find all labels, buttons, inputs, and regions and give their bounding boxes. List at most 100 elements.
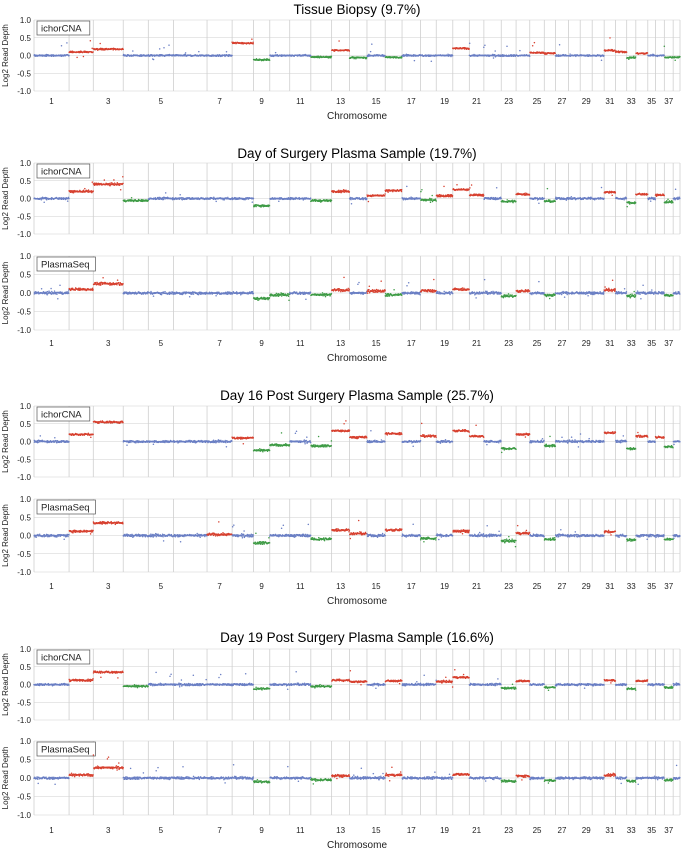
data-point	[674, 59, 676, 61]
data-point	[383, 194, 386, 197]
data-point	[649, 200, 652, 202]
data-point	[152, 58, 155, 61]
data-point	[506, 45, 508, 48]
data-point	[122, 48, 124, 50]
data-point	[188, 296, 191, 298]
data-point	[122, 176, 124, 178]
section-1: Tissue Biopsy (9.7%)1.00.50.0-0.5-1.0Log…	[1, 2, 681, 122]
x-axis-label: Chromosome	[327, 111, 387, 122]
data-point	[401, 56, 403, 59]
data-point	[672, 201, 674, 204]
data-point	[252, 292, 255, 294]
panel-label-box	[36, 20, 91, 36]
section-title: Tissue Biopsy (9.7%)	[293, 2, 420, 17]
y-tick-label: 0.0	[20, 195, 32, 204]
data-point	[406, 185, 408, 188]
data-point	[350, 202, 353, 205]
data-point	[663, 194, 665, 197]
data-point	[600, 186, 603, 189]
data-point	[679, 197, 681, 200]
data-point	[350, 198, 352, 201]
data-point	[515, 200, 517, 203]
data-point	[569, 53, 571, 55]
y-tick-label: -0.5	[17, 69, 31, 78]
data-point	[164, 192, 167, 194]
section-2: Day of Surgery Plasma Sample (19.7%)1.00…	[1, 146, 681, 364]
data-point	[533, 41, 536, 44]
data-point	[251, 38, 253, 40]
data-point	[116, 181, 119, 184]
data-point	[367, 55, 369, 58]
data-point	[231, 54, 233, 57]
data-point	[494, 54, 496, 56]
data-point	[338, 40, 340, 42]
data-point	[181, 293, 184, 296]
data-point	[384, 193, 386, 195]
data-point	[330, 293, 333, 295]
data-point	[511, 199, 514, 202]
data-point	[623, 199, 625, 201]
data-point	[625, 197, 628, 199]
data-point	[84, 187, 86, 190]
x-tick-label: 1	[49, 97, 54, 106]
data-point	[109, 182, 111, 184]
data-point	[91, 181, 94, 183]
data-point	[152, 295, 155, 297]
data-point	[371, 43, 373, 45]
data-point	[179, 194, 181, 196]
data-point	[288, 299, 290, 302]
data-point	[198, 50, 200, 53]
data-point	[663, 54, 665, 56]
x-tick-label: 9	[259, 97, 264, 106]
data-point	[468, 188, 470, 191]
y-tick-label: 0.0	[20, 52, 32, 61]
data-point	[113, 179, 115, 181]
data-point	[500, 197, 502, 200]
data-point	[45, 199, 48, 201]
data-point	[118, 284, 121, 286]
data-point	[482, 194, 485, 197]
y-tick-label: -1.0	[17, 87, 31, 96]
data-point	[348, 288, 351, 290]
data-point	[289, 291, 291, 294]
data-point	[468, 42, 471, 45]
x-tick-label: 27	[558, 97, 567, 106]
data-point	[369, 50, 372, 53]
data-point	[116, 279, 119, 281]
data-point	[57, 297, 59, 300]
data-point	[268, 297, 271, 299]
data-point	[56, 293, 58, 295]
data-point	[43, 201, 45, 204]
data-point	[163, 46, 165, 49]
data-point	[89, 39, 92, 42]
data-point	[611, 194, 613, 196]
data-point	[53, 290, 56, 292]
data-point	[646, 52, 649, 54]
data-point	[679, 55, 681, 58]
data-point	[674, 188, 677, 190]
y-tick-label: -1.0	[17, 326, 31, 335]
x-tick-label: 11	[296, 97, 305, 106]
data-point	[60, 44, 63, 47]
x-tick-label: 33	[627, 97, 636, 106]
data-point	[330, 55, 333, 57]
y-tick-label: 1.0	[20, 252, 32, 261]
x-tick-label: 7	[217, 97, 222, 106]
data-point	[574, 196, 576, 199]
data-point	[413, 59, 416, 62]
data-point	[305, 298, 307, 301]
data-point	[158, 48, 161, 50]
data-point	[116, 284, 118, 286]
data-point	[99, 42, 101, 45]
data-point	[554, 200, 556, 203]
data-point	[68, 197, 70, 200]
data-point	[46, 294, 48, 296]
data-point	[558, 44, 561, 46]
data-point	[512, 201, 514, 204]
data-point	[400, 190, 403, 193]
data-point	[59, 284, 61, 286]
data-point	[252, 41, 254, 44]
data-point	[468, 48, 470, 50]
data-point	[101, 283, 104, 286]
data-point	[168, 44, 170, 46]
